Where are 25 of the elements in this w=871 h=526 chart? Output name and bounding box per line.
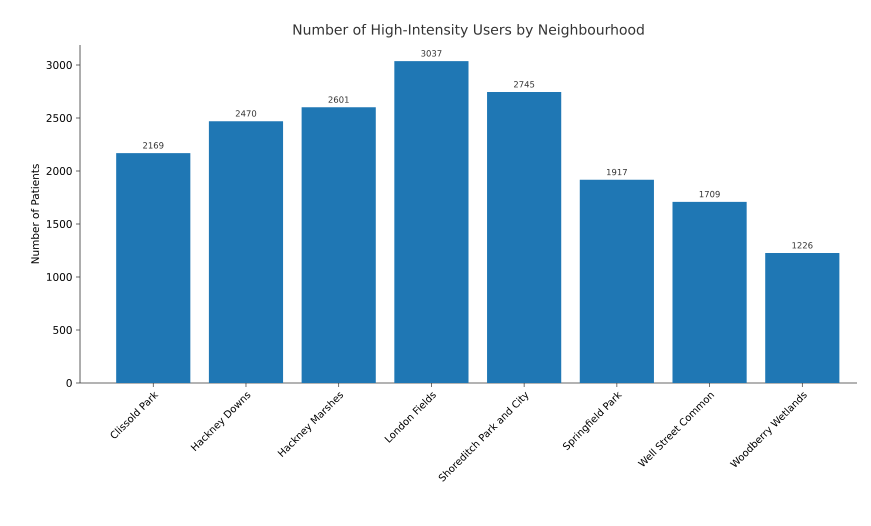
data-label: 2601 [328,96,349,103]
y-tick-label: 1000 [47,273,72,281]
data-label: 1226 [792,242,813,249]
bar [487,92,562,383]
y-axis-title: Number of Patients [30,164,40,264]
data-label: 1709 [700,190,720,198]
y-tick-label: 500 [53,326,72,334]
data-label: 2169 [143,142,164,149]
y-tick-label: 1500 [47,220,72,228]
bar [302,107,376,383]
chart-title: Number of High-Intensity Users by Neighbourhood [294,24,644,38]
bar [672,202,747,383]
bar [394,61,469,383]
data-label: 2470 [236,110,256,117]
y-tick-label: 2500 [46,114,72,122]
y-tick-label: 2000 [46,167,72,175]
bar [208,121,284,383]
data-label: 2745 [514,81,534,88]
y-tick-label: 0 [66,379,72,387]
data-label: 1917 [607,168,627,176]
data-label: 3037 [421,50,442,57]
y-tick-label: 3000 [46,61,72,69]
bar [765,253,840,383]
bar [580,180,654,383]
bar [116,153,190,383]
